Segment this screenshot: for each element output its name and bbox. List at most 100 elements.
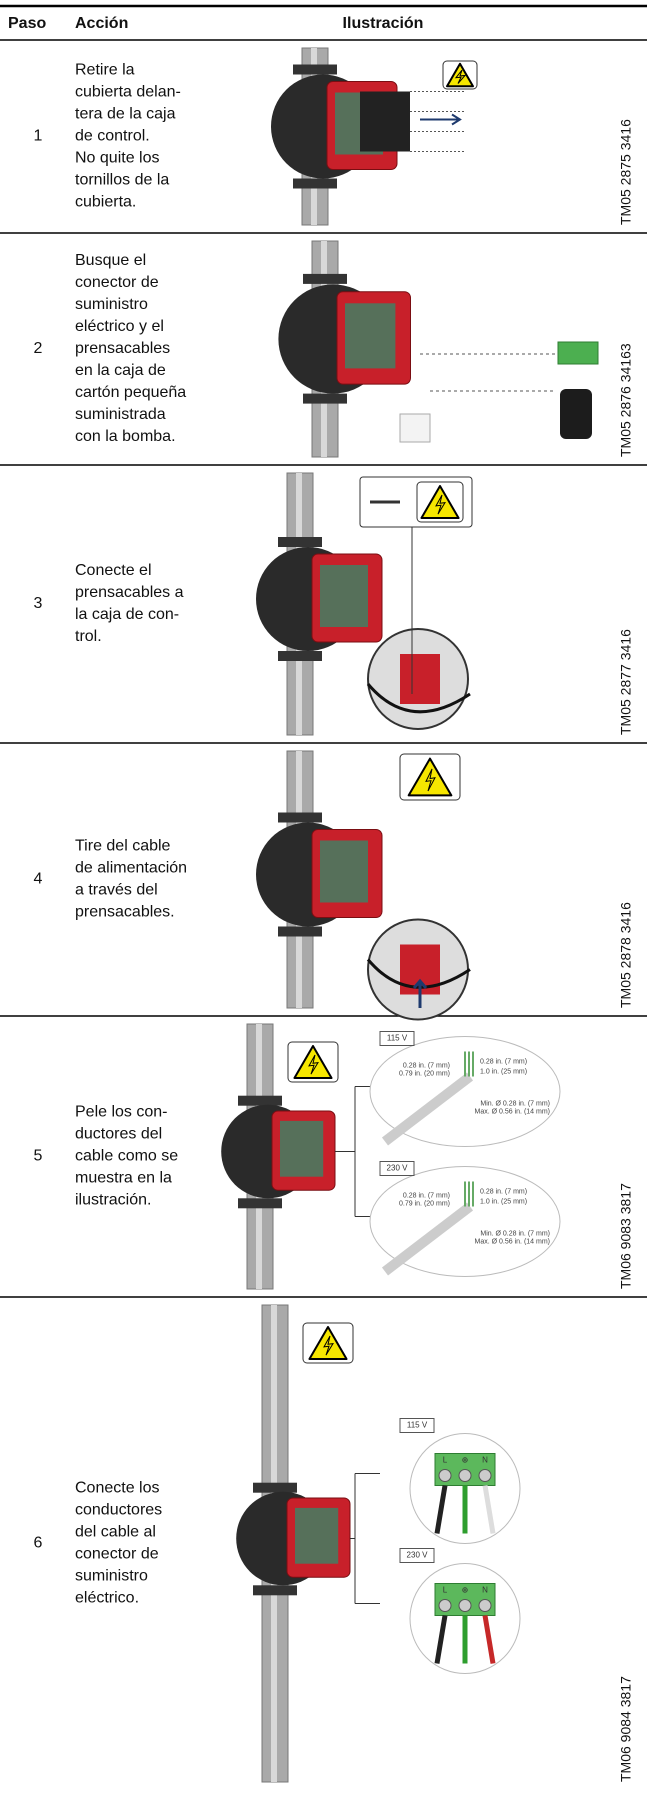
action-line: tera de la caja — [75, 106, 176, 123]
pcb — [320, 840, 368, 903]
action-line: cubierta. — [75, 194, 136, 211]
bracket — [335, 1086, 380, 1217]
action-line: conector de — [75, 274, 159, 291]
dimension-label: Min. Ø 0.28 in. (7 mm) — [480, 1100, 550, 1107]
pcb — [320, 565, 368, 627]
conductors — [464, 1051, 474, 1077]
action-line: ductores del — [75, 1126, 162, 1143]
action-line: con la bomba. — [75, 428, 176, 445]
detail — [400, 654, 440, 704]
action-line: tornillos de la — [75, 172, 169, 189]
voltage-label: 230 V — [407, 1551, 429, 1560]
action-line: conductores — [75, 1502, 162, 1519]
terminal-label: N — [482, 1456, 488, 1465]
motor-coil — [360, 91, 410, 152]
conductors — [464, 1181, 474, 1207]
wire — [381, 1202, 474, 1276]
action-line: eléctrico y el — [75, 318, 164, 335]
voltage-box — [379, 1161, 415, 1176]
figure-code: TM06 9083 3817 — [618, 1183, 634, 1289]
action-line: Conecte el — [75, 562, 152, 579]
action-line: muestra en la — [75, 1170, 172, 1187]
action-line: del cable al — [75, 1524, 156, 1541]
voltage-label: 115 V — [407, 1421, 428, 1430]
warning-bolt — [323, 1335, 334, 1356]
action-line: Busque el — [75, 252, 146, 269]
screw — [478, 1599, 492, 1612]
warning-bolt — [308, 1054, 319, 1075]
arrow — [412, 978, 428, 1008]
flange — [238, 1198, 282, 1209]
figure-code: TM05 2878 3416 — [618, 902, 634, 1008]
dimension-label: 1.0 in. (25 mm) — [480, 1068, 527, 1075]
dimension-label: Min. Ø 0.28 in. (7 mm) — [480, 1230, 550, 1237]
voltage-box — [379, 1031, 415, 1046]
figure-code: TM05 2877 3416 — [618, 629, 634, 735]
screw — [438, 1469, 452, 1482]
dimension-label: 1.0 in. (25 mm) — [480, 1198, 527, 1205]
action-line: de control. — [75, 128, 150, 145]
action-line: cubierta delan- — [75, 84, 181, 101]
action-line: prensacables. — [75, 904, 175, 921]
action-line: cartón pequeña — [75, 384, 186, 401]
action-line: No quite los — [75, 150, 160, 167]
flange — [303, 273, 347, 284]
dimension-label: Max. Ø 0.56 in. (14 mm) — [475, 1238, 550, 1245]
warning-bolt — [454, 69, 467, 84]
flange — [278, 812, 322, 823]
step-number: 6 — [34, 1535, 43, 1552]
step-number: 1 — [34, 128, 43, 145]
pcb — [295, 1507, 339, 1564]
terminal-label: ⊕ — [462, 1586, 469, 1595]
voltage-label: 230 V — [387, 1164, 409, 1173]
step-number: 3 — [34, 595, 43, 612]
wire — [381, 1072, 474, 1146]
action-line: trol. — [75, 628, 102, 645]
flange — [278, 651, 322, 661]
action-line: la caja de con- — [75, 606, 179, 623]
terminal-label: L — [443, 1586, 448, 1595]
action-line: eléctrico. — [75, 1590, 139, 1607]
connector — [557, 341, 599, 365]
flange — [278, 537, 322, 547]
terminal-label: ⊕ — [462, 1456, 469, 1465]
wire — [482, 1615, 496, 1664]
action-line: Tire del cable — [75, 838, 171, 855]
action-line: Retire la — [75, 62, 135, 79]
action-line: prensacables — [75, 340, 170, 357]
screw — [438, 1599, 452, 1612]
wire — [434, 1485, 448, 1534]
step-number: 4 — [34, 871, 43, 888]
header-illustration: Ilustración — [343, 15, 424, 32]
bracket — [350, 1473, 380, 1604]
flange — [278, 926, 322, 937]
flange — [238, 1095, 282, 1106]
flange — [303, 393, 347, 404]
action-line: cable como se — [75, 1148, 178, 1165]
voltage-box — [399, 1548, 435, 1563]
action-line: ilustración. — [75, 1192, 151, 1209]
figure-code: TM06 9084 3817 — [618, 1676, 634, 1782]
dimension-label: 0.28 in. (7 mm) — [403, 1192, 450, 1199]
step-number: 2 — [34, 340, 43, 357]
terminal-label: N — [482, 1586, 488, 1595]
pcb — [280, 1120, 324, 1177]
voltage-box — [399, 1418, 435, 1433]
action-line: prensacables a — [75, 584, 184, 601]
action-line: en la caja de — [75, 362, 166, 379]
action-line: conector de — [75, 1546, 159, 1563]
action-line: suministro — [75, 1568, 148, 1585]
action-line: a través del — [75, 882, 158, 899]
cable — [366, 683, 471, 714]
warning-bolt — [435, 494, 446, 515]
terminal-label: L — [443, 1456, 448, 1465]
action-line: suministro — [75, 296, 148, 313]
pcb — [345, 303, 396, 369]
action-line: de alimentación — [75, 860, 187, 877]
dimension-label: 0.28 in. (7 mm) — [403, 1062, 450, 1069]
flange — [253, 1585, 297, 1596]
figure-code: TM05 2876 34163 — [618, 343, 634, 457]
action-line: Conecte los — [75, 1480, 160, 1497]
action-line: Pele los con- — [75, 1104, 168, 1121]
